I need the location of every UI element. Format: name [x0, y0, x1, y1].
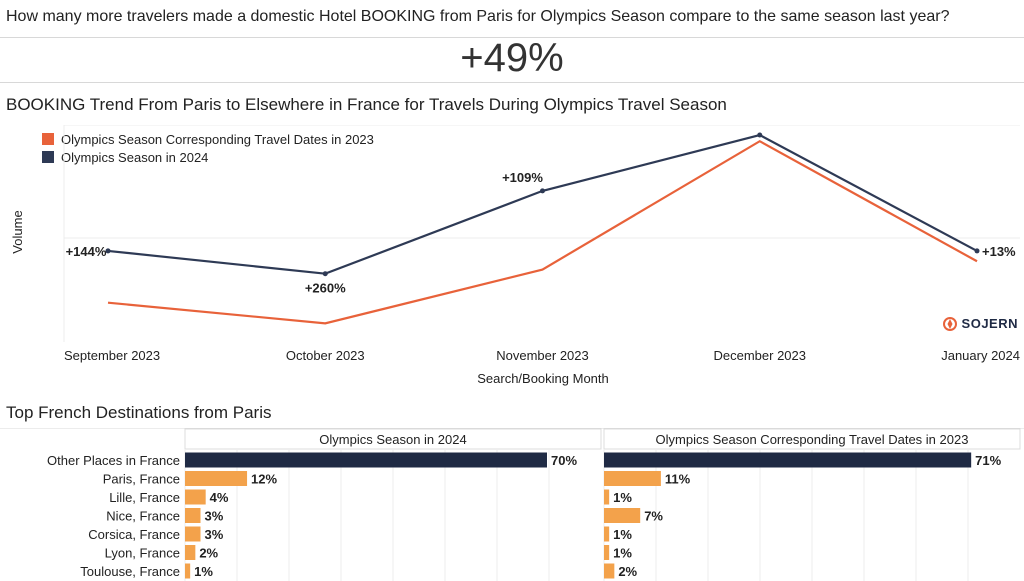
bar-category-label: Nice, France — [106, 509, 180, 524]
line-series-group: +144% +260% +109% +13% — [66, 132, 1016, 325]
bar[interactable] — [185, 563, 191, 579]
bar[interactable] — [185, 545, 196, 560]
bar[interactable] — [604, 489, 610, 505]
legend-swatch — [42, 133, 54, 145]
bar-category-label: Other Places in France — [47, 453, 180, 468]
legend-label: Olympics Season in 2024 — [61, 150, 208, 165]
bar[interactable] — [604, 508, 641, 523]
bar-value-label: 11% — [665, 472, 691, 487]
line-point[interactable] — [757, 132, 763, 138]
divider — [0, 37, 1024, 38]
legend-label: Olympics Season Corresponding Travel Dat… — [61, 132, 374, 147]
bar[interactable] — [185, 489, 206, 505]
bar[interactable] — [604, 452, 972, 468]
line-point[interactable] — [322, 271, 328, 277]
bar-value-label: 1% — [613, 527, 632, 542]
bar[interactable] — [604, 545, 610, 560]
bar[interactable] — [185, 526, 201, 542]
line-point[interactable] — [105, 248, 111, 254]
bar-value-label: 1% — [613, 546, 632, 561]
sojern-logo-icon — [942, 316, 957, 331]
bar-category-label: Toulouse, France — [80, 564, 180, 579]
bar-category-label: Lille, France — [109, 490, 180, 505]
x-axis-label: Search/Booking Month — [477, 371, 609, 386]
bar[interactable] — [604, 563, 615, 579]
bar-value-label: 1% — [613, 490, 632, 505]
line-chart-title: BOOKING Trend From Paris to Elsewhere in… — [6, 95, 727, 114]
bar-value-label: 1% — [194, 564, 213, 579]
bar[interactable] — [185, 452, 547, 468]
line-annotation: +260% — [305, 281, 346, 296]
line-annotation: +144% — [66, 244, 107, 259]
legend-swatch — [42, 151, 54, 163]
bar-category-label: Corsica, France — [88, 527, 180, 542]
bar[interactable] — [185, 471, 248, 486]
bar-value-label: 2% — [618, 564, 637, 579]
bar[interactable] — [185, 508, 201, 523]
x-tick-label: November 2023 — [496, 348, 589, 363]
bar-chart: Olympics Season in 202470%12%4%3%3%2%1%O… — [0, 428, 1024, 581]
bar-panel-2: Olympics Season Corresponding Travel Dat… — [603, 428, 1021, 581]
x-tick-label: January 2024 — [941, 348, 1020, 363]
bar[interactable] — [604, 471, 661, 486]
line-point[interactable] — [974, 248, 980, 254]
bar-value-label: 70% — [551, 453, 577, 468]
bar-panel-title: Olympics Season Corresponding Travel Dat… — [656, 432, 969, 447]
line-chart: Olympics Season Corresponding Travel Dat… — [10, 125, 1020, 386]
bar-value-label: 4% — [210, 490, 229, 505]
question-text: How many more travelers made a domestic … — [6, 8, 950, 25]
line-annotation: +13% — [982, 244, 1016, 259]
bar-value-label: 71% — [975, 453, 1001, 468]
divider — [0, 82, 1024, 83]
x-tick-label: December 2023 — [714, 348, 807, 363]
bar-value-label: 12% — [251, 472, 277, 487]
line-point[interactable] — [540, 188, 545, 194]
bar-category-label: Lyon, France — [105, 546, 180, 561]
sojern-logo-text: SOJERN — [961, 316, 1018, 331]
sojern-logo: SOJERN — [942, 316, 1018, 331]
bar-value-label: 7% — [644, 509, 663, 524]
line-series-1 — [107, 133, 978, 275]
line-annotation: +109% — [502, 170, 543, 185]
bar-value-label: 3% — [205, 527, 224, 542]
bar[interactable] — [604, 526, 610, 542]
line-grid — [63, 125, 1020, 342]
bar-value-label: 2% — [199, 546, 218, 561]
line-legend: Olympics Season Corresponding Travel Dat… — [42, 132, 374, 165]
bar-panel-1: Olympics Season in 2024 70% 12% 4% 3% 3% 2% 1% — [184, 428, 602, 581]
bar-value-label: 3% — [205, 509, 224, 524]
bar-chart-title: Top French Destinations from Paris — [6, 403, 272, 422]
kpi-value: +49% — [460, 36, 564, 80]
x-tick-label: September 2023 — [64, 348, 160, 363]
line-series-0 — [107, 139, 978, 325]
bar-panel-title: Olympics Season in 2024 — [319, 432, 466, 447]
line-x-ticks: September 2023 October 2023 November 2023 D… — [64, 348, 1020, 363]
x-tick-label: October 2023 — [286, 348, 365, 363]
bar-category-label: Paris, France — [103, 472, 180, 487]
y-axis-label: Volume — [10, 210, 25, 253]
